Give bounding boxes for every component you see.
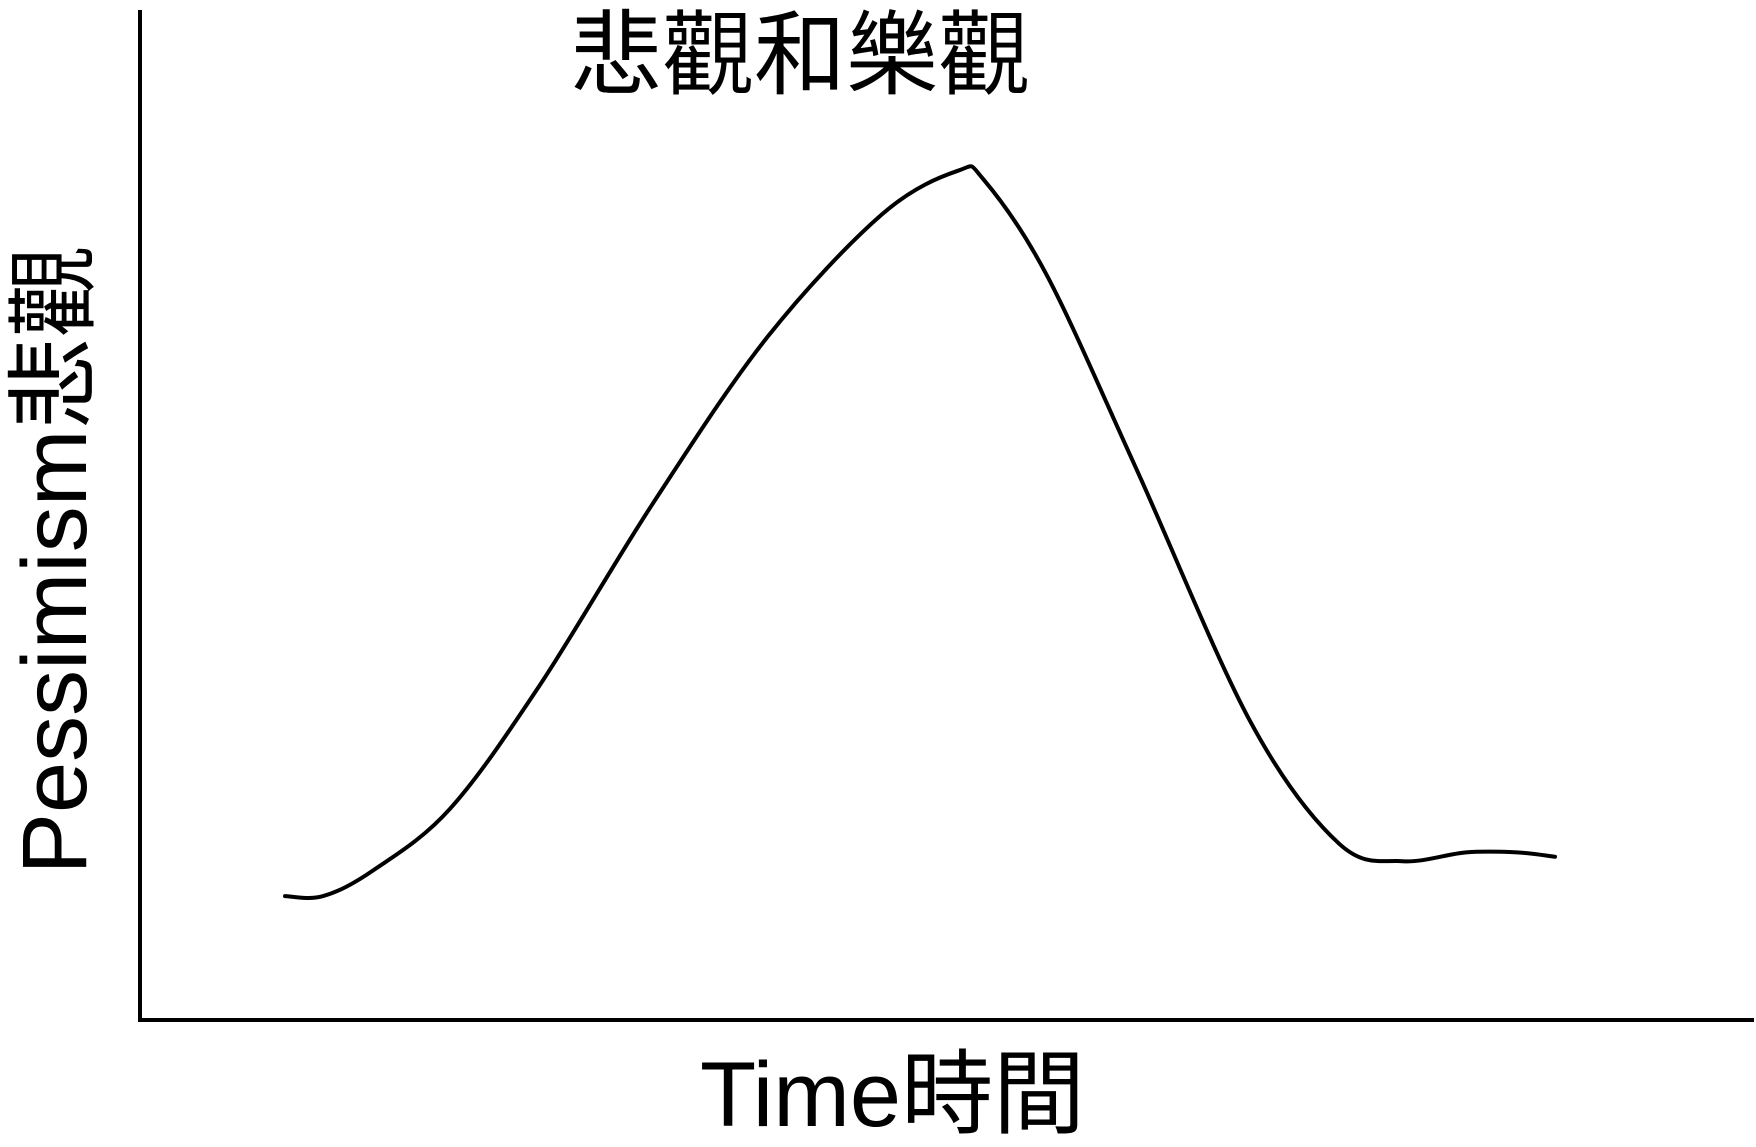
series-group [283,164,1557,901]
series-line-0 [283,164,1557,901]
y-axis-label: Pessimism悲觀 [4,245,106,875]
x-axis-label: Time時間 [700,1044,1086,1146]
chart-title: 悲觀和樂觀 [569,2,1030,109]
